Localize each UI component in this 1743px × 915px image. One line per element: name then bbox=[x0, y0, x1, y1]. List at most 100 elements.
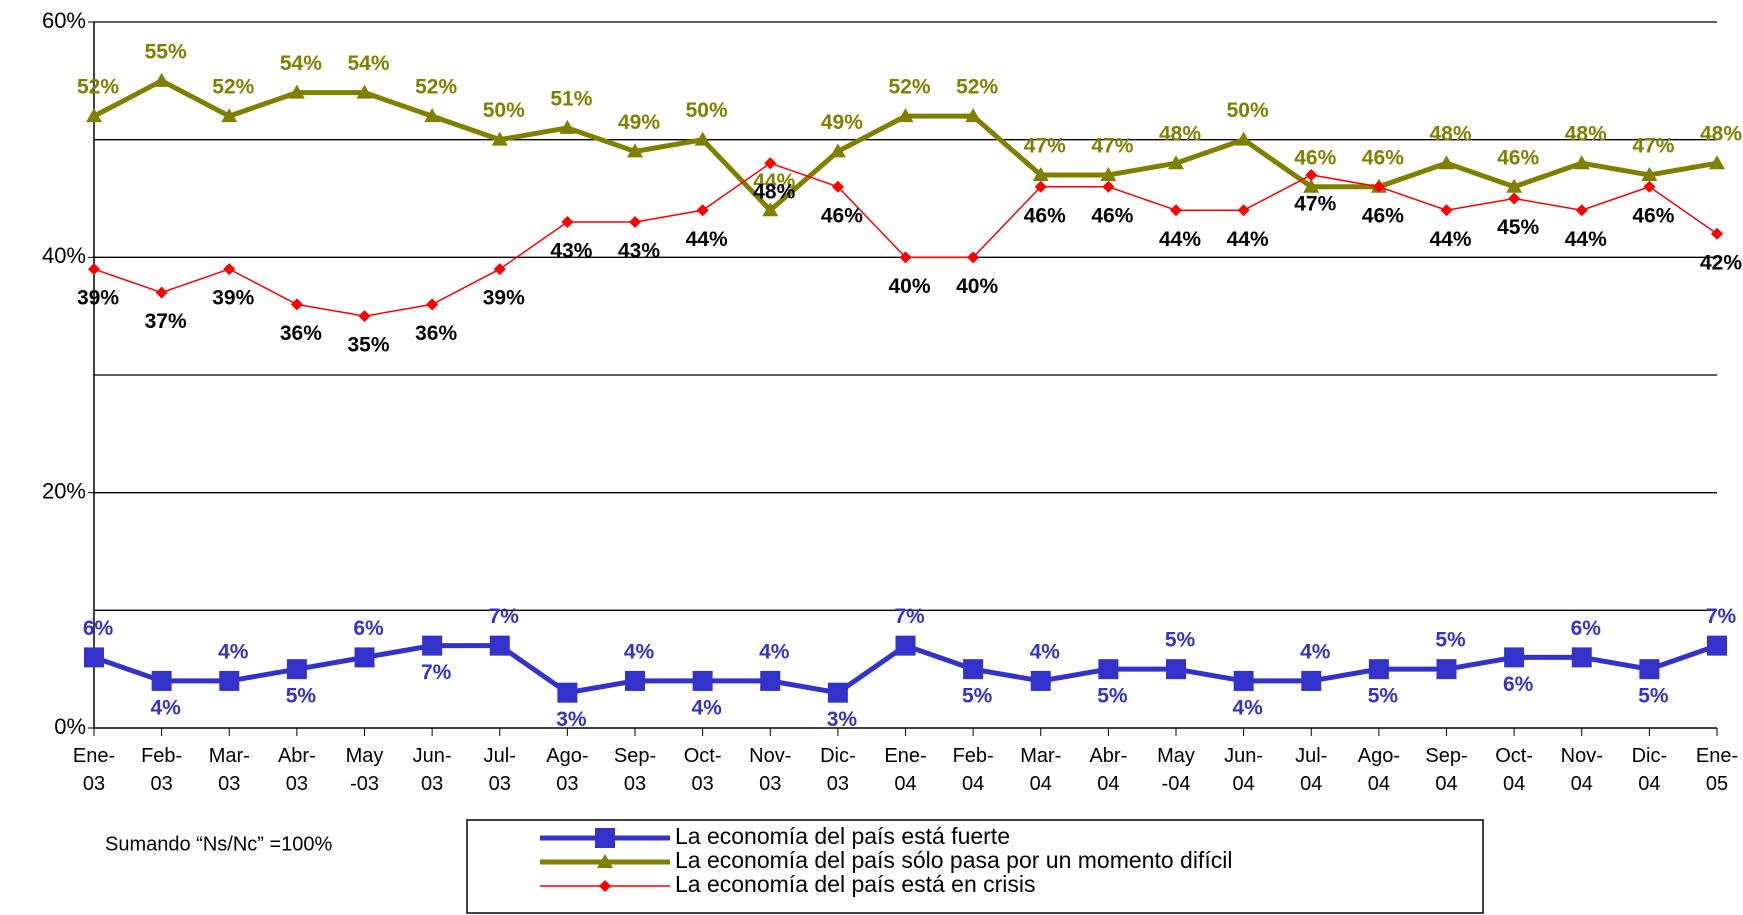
marker bbox=[219, 670, 240, 691]
marker bbox=[1170, 204, 1182, 217]
data-label: 6% bbox=[83, 617, 114, 640]
data-label: 49% bbox=[618, 111, 660, 134]
legend-label: La economía del país sólo pasa por un mo… bbox=[675, 847, 1232, 873]
marker bbox=[764, 157, 777, 170]
marker bbox=[831, 180, 844, 193]
x-tick-label: Nov-04 bbox=[1560, 745, 1603, 795]
x-tick-label: Ago-04 bbox=[1357, 745, 1400, 795]
marker bbox=[1237, 204, 1250, 217]
x-tick-label: Nov-03 bbox=[749, 745, 792, 795]
marker bbox=[1436, 659, 1457, 680]
data-label: 5% bbox=[1097, 685, 1128, 708]
marker bbox=[692, 670, 713, 691]
data-label: 54% bbox=[347, 52, 389, 75]
data-label: 5% bbox=[1638, 685, 1669, 708]
data-label: 46% bbox=[1294, 146, 1336, 169]
marker bbox=[489, 635, 510, 656]
marker bbox=[1233, 670, 1254, 691]
x-tick-label: Mar-03 bbox=[208, 745, 250, 795]
marker bbox=[493, 263, 506, 276]
x-tick-label: Dic-04 bbox=[1631, 745, 1668, 795]
marker bbox=[1034, 180, 1047, 193]
marker bbox=[286, 659, 307, 680]
marker bbox=[1168, 155, 1184, 170]
data-label: 5% bbox=[962, 685, 993, 708]
marker bbox=[597, 854, 613, 868]
x-tick-label: Ene-04 bbox=[884, 745, 927, 795]
data-label: 43% bbox=[618, 240, 660, 263]
marker bbox=[1303, 178, 1320, 193]
marker bbox=[963, 659, 984, 680]
marker bbox=[1573, 155, 1590, 170]
data-label: 52% bbox=[212, 76, 254, 99]
x-tick-label: Ene-03 bbox=[72, 745, 116, 795]
marker bbox=[354, 647, 375, 668]
marker bbox=[827, 682, 848, 703]
marker bbox=[1235, 131, 1252, 146]
x-tick-label: Ago-03 bbox=[546, 745, 589, 795]
data-label: 39% bbox=[77, 287, 119, 310]
x-tick-label: Jun-03 bbox=[412, 745, 452, 795]
data-label: 52% bbox=[77, 76, 119, 99]
marker bbox=[625, 670, 645, 691]
marker bbox=[895, 635, 916, 656]
marker bbox=[422, 635, 443, 656]
marker bbox=[1508, 192, 1521, 205]
marker bbox=[1571, 647, 1592, 668]
data-label: 50% bbox=[1227, 99, 1269, 122]
data-label: 48% bbox=[1700, 123, 1742, 146]
data-label: 40% bbox=[888, 275, 930, 298]
y-tick-label: 20% bbox=[42, 478, 86, 503]
data-label: 4% bbox=[1300, 640, 1331, 663]
data-label: 4% bbox=[150, 696, 181, 719]
annotation: Sumando “Ns/Nc” =100% bbox=[105, 833, 333, 855]
data-label: 47% bbox=[1091, 135, 1133, 158]
marker bbox=[1102, 180, 1115, 193]
data-label: 3% bbox=[556, 708, 587, 731]
marker bbox=[1709, 155, 1725, 170]
data-label: 52% bbox=[888, 76, 930, 99]
marker bbox=[153, 72, 170, 87]
data-label: 54% bbox=[280, 52, 322, 75]
y-tick-label: 60% bbox=[42, 8, 86, 33]
data-label: 51% bbox=[550, 87, 592, 110]
data-label: 48% bbox=[1565, 123, 1607, 146]
data-label: 6% bbox=[1503, 673, 1534, 696]
x-tick-label: Oct-03 bbox=[683, 745, 722, 795]
data-label: 48% bbox=[1429, 123, 1471, 146]
x-tick-label: Feb-03 bbox=[141, 745, 183, 795]
x-tick-label: Abr-03 bbox=[277, 745, 316, 795]
marker bbox=[88, 263, 100, 276]
data-label: 36% bbox=[280, 322, 322, 345]
legend-label: La economía del país está fuerte bbox=[675, 823, 1010, 849]
marker bbox=[561, 216, 574, 229]
marker bbox=[559, 119, 576, 134]
marker bbox=[1100, 166, 1117, 181]
marker bbox=[1438, 155, 1455, 170]
data-label: 37% bbox=[145, 310, 187, 333]
x-tick-label: Jul-03 bbox=[483, 745, 516, 795]
marker bbox=[1301, 670, 1322, 691]
data-label: 4% bbox=[218, 640, 249, 663]
marker bbox=[223, 263, 236, 276]
data-label: 35% bbox=[347, 334, 389, 357]
marker bbox=[760, 670, 781, 691]
data-label: 55% bbox=[145, 40, 187, 63]
x-tick-label: Sep-04 bbox=[1425, 745, 1468, 795]
x-tick-label: Mar-04 bbox=[1020, 745, 1062, 795]
x-tick-label: Jul-04 bbox=[1295, 745, 1328, 795]
data-label: 5% bbox=[1165, 629, 1196, 652]
marker bbox=[762, 202, 779, 217]
data-label: 42% bbox=[1700, 251, 1742, 274]
data-label: 40% bbox=[956, 275, 998, 298]
data-label: 49% bbox=[821, 111, 863, 134]
data-label: 7% bbox=[894, 605, 925, 628]
data-label: 5% bbox=[1368, 685, 1399, 708]
marker bbox=[1372, 180, 1385, 193]
x-tick-label: Abr-04 bbox=[1089, 745, 1128, 795]
marker bbox=[1643, 180, 1656, 193]
data-label: 7% bbox=[421, 661, 452, 684]
marker bbox=[696, 204, 709, 217]
